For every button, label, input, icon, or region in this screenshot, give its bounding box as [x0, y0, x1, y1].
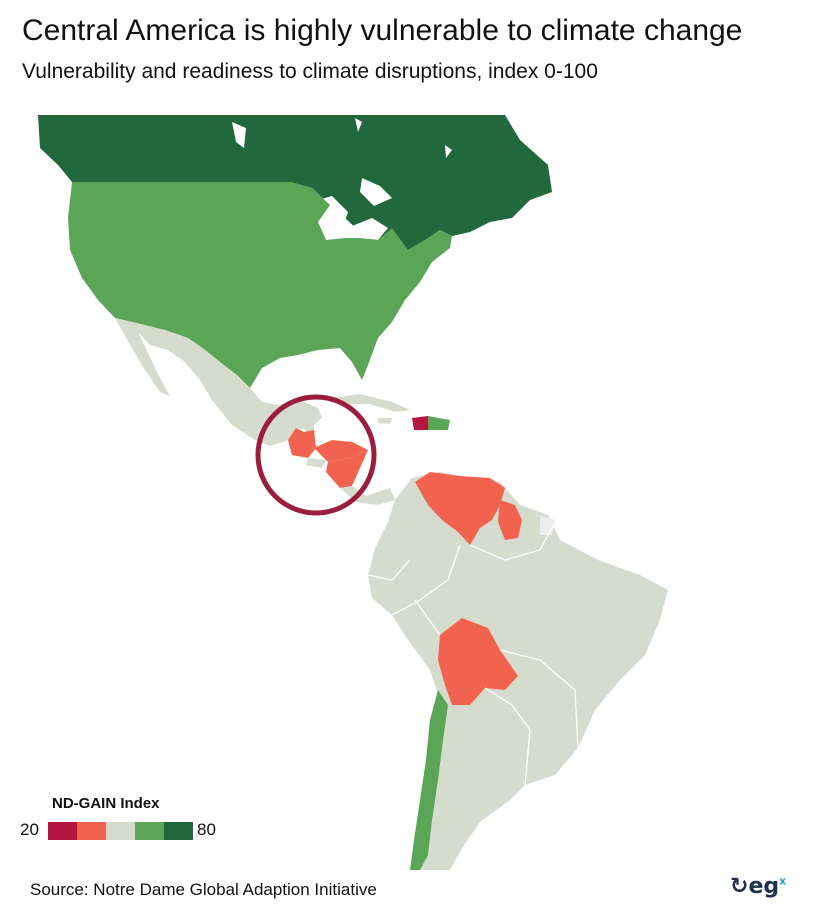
- source-note: Source: Notre Dame Global Adaption Initi…: [30, 880, 377, 899]
- region-nicaragua: [326, 450, 368, 488]
- region-suriname: [522, 515, 540, 535]
- region-honduras: [314, 440, 368, 462]
- region-guyana: [498, 500, 522, 540]
- legend-swatch: [135, 822, 164, 840]
- region-haiti: [412, 416, 428, 430]
- region-costa-rica-panama: [340, 486, 395, 505]
- country-borders: [367, 519, 579, 786]
- logo-superscript: x: [779, 874, 787, 888]
- map-title: Central America is highly vulnerable to …: [22, 14, 743, 47]
- central-america-highlight-ring: [255, 394, 377, 516]
- region-venezuela: [415, 472, 505, 545]
- region-mexico: [115, 318, 322, 446]
- logo-text: eg: [748, 874, 780, 899]
- legend-max-label: 80: [197, 820, 216, 839]
- region-canada: [38, 115, 552, 252]
- region-french-guiana: [540, 516, 556, 535]
- egx-logo: ↻egx: [730, 874, 786, 899]
- region-belize: [302, 406, 314, 432]
- legend-title: ND-GAIN Index: [52, 795, 160, 812]
- legend-swatch: [164, 822, 193, 840]
- legend-min-label: 20: [20, 820, 39, 839]
- region-chile: [410, 690, 448, 870]
- map-subtitle: Vulnerability and readiness to climate d…: [22, 60, 598, 83]
- region-jamaica: [378, 418, 392, 424]
- region-el-salvador: [306, 458, 326, 468]
- legend-color-bar: [48, 822, 193, 840]
- legend-swatch: [48, 822, 77, 840]
- region-guatemala: [288, 428, 316, 458]
- legend-swatch: [106, 822, 135, 840]
- region-bolivia: [438, 618, 518, 705]
- legend-swatch: [77, 822, 106, 840]
- region-dominican-republic: [428, 416, 450, 430]
- great-lakes: [318, 178, 392, 240]
- region-cuba: [330, 394, 410, 412]
- region-united-states: [68, 182, 452, 388]
- logo-icon: ↻: [730, 874, 749, 899]
- region-south-america: [368, 472, 668, 870]
